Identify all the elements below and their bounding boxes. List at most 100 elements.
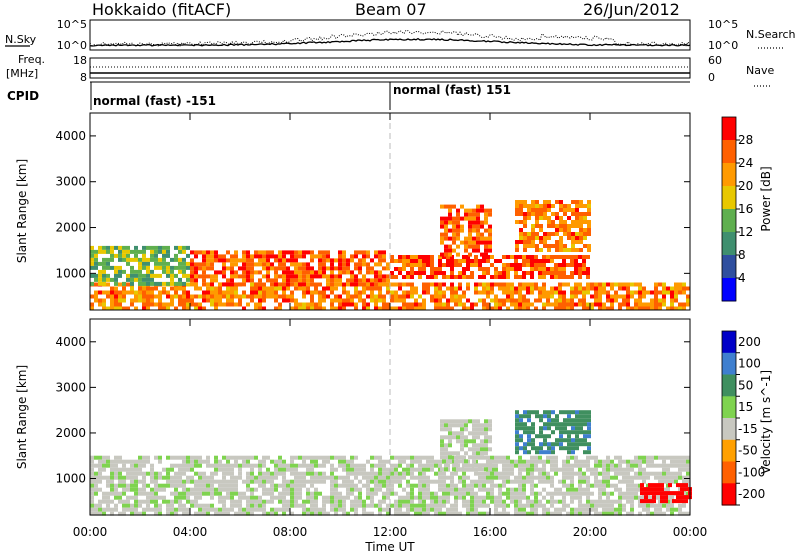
echo-cell xyxy=(378,459,382,464)
echo-cell xyxy=(378,306,382,311)
echo-cell xyxy=(674,459,678,464)
echo-cell xyxy=(490,455,494,460)
echo-cell xyxy=(302,511,306,516)
echo-cell xyxy=(586,487,590,492)
echo-cell xyxy=(186,487,190,492)
echo-cell xyxy=(154,455,158,460)
echo-cell xyxy=(90,281,94,286)
echo-cell xyxy=(551,446,555,451)
echo-cell xyxy=(506,487,510,492)
echo-cell xyxy=(574,463,578,468)
echo-cell xyxy=(519,434,523,439)
echo-cell xyxy=(314,479,318,484)
echo-cell xyxy=(306,278,310,283)
echo-cell xyxy=(454,491,458,496)
echo-cell xyxy=(466,499,470,504)
echo-cell xyxy=(464,439,468,444)
echo-cell xyxy=(410,491,414,496)
echo-cell xyxy=(476,228,480,233)
echo-cell xyxy=(154,281,158,286)
echo-cell xyxy=(250,282,254,287)
echo-cell xyxy=(660,491,664,496)
echo-cell xyxy=(546,511,550,516)
echo-cell xyxy=(222,511,226,516)
echo-cell xyxy=(686,467,690,472)
echo-cell xyxy=(575,208,579,212)
echo-cell xyxy=(242,274,246,279)
echo-cell xyxy=(555,414,559,419)
echo-cell xyxy=(158,298,162,303)
echo-cell xyxy=(606,479,610,484)
echo-cell xyxy=(186,491,190,496)
echo-cell xyxy=(350,258,354,263)
echo-cell xyxy=(254,270,258,275)
echo-cell xyxy=(378,298,382,303)
echo-cell xyxy=(306,471,310,476)
echo-cell xyxy=(638,306,642,311)
echo-cell xyxy=(426,479,430,484)
x-tick-label: 12:00 xyxy=(373,525,408,539)
echo-cell xyxy=(214,479,218,484)
echo-cell xyxy=(194,463,198,468)
echo-cell xyxy=(338,282,342,287)
echo-cell xyxy=(450,306,454,311)
echo-cell xyxy=(278,467,282,472)
echo-cell xyxy=(290,483,294,488)
echo-cell xyxy=(246,499,250,504)
echo-cell xyxy=(555,248,559,252)
echo-cell xyxy=(110,249,114,254)
echo-cell xyxy=(644,499,648,504)
echo-cell xyxy=(322,274,326,279)
echo-cell xyxy=(358,495,362,500)
echo-cell xyxy=(130,281,134,286)
echo-cell xyxy=(362,290,366,295)
echo-cell xyxy=(670,294,674,299)
echo-cell xyxy=(98,511,102,516)
echo-cell xyxy=(464,240,468,245)
echo-cell xyxy=(418,507,422,512)
echo-cell xyxy=(282,250,286,255)
echo-cell xyxy=(422,286,426,291)
echo-cell xyxy=(110,475,114,480)
echo-cell xyxy=(482,302,486,307)
echo-cell xyxy=(668,483,672,488)
echo-cell xyxy=(434,275,438,279)
echo-cell xyxy=(146,277,150,282)
echo-cell xyxy=(250,495,254,500)
echo-cell xyxy=(258,290,262,295)
echo-cell xyxy=(488,435,492,440)
echo-cell xyxy=(670,495,674,500)
echo-cell xyxy=(648,483,652,488)
echo-cell xyxy=(578,290,582,295)
echo-cell xyxy=(522,275,526,279)
echo-cell xyxy=(456,216,460,221)
echo-cell xyxy=(166,471,170,476)
echo-cell xyxy=(182,483,186,488)
echo-cell xyxy=(306,479,310,484)
echo-cell xyxy=(270,266,274,271)
echo-cell xyxy=(446,286,450,291)
echo-cell xyxy=(130,269,134,274)
echo-cell xyxy=(506,511,510,516)
echo-cell xyxy=(526,290,530,295)
echo-cell xyxy=(634,475,638,480)
echo-cell xyxy=(158,294,162,299)
echo-cell xyxy=(118,269,122,274)
echo-cell xyxy=(480,431,484,436)
echo-cell xyxy=(142,479,146,484)
echo-cell xyxy=(326,254,330,259)
echo-cell xyxy=(418,255,422,259)
echo-cell xyxy=(594,302,598,307)
echo-cell xyxy=(334,475,338,480)
echo-cell xyxy=(474,259,478,263)
echo-cell xyxy=(142,499,146,504)
echo-cell xyxy=(354,306,358,311)
echo-cell xyxy=(250,294,254,299)
echo-cell xyxy=(270,475,274,480)
echo-cell xyxy=(114,491,118,496)
echo-cell xyxy=(122,483,126,488)
echo-cell xyxy=(306,487,310,492)
echo-cell xyxy=(158,471,162,476)
echo-cell xyxy=(456,455,460,460)
